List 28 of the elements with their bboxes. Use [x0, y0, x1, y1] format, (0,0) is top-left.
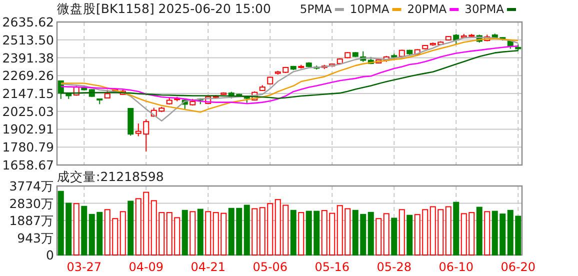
- x-tick-label: 06-10: [438, 260, 474, 274]
- legend-label: 30PMA: [464, 2, 504, 16]
- x-tick-label: 05-16: [314, 260, 350, 274]
- y-tick-label: 2830万: [9, 196, 54, 211]
- y-tick-label: 2513.50: [2, 32, 54, 48]
- y-tick-label: 2025.03: [2, 104, 54, 119]
- x-tick-label: 04-09: [128, 260, 164, 274]
- y-tick-label: 1658.67: [2, 158, 54, 172]
- y-tick-label: 2269.26: [2, 68, 54, 84]
- chart-title: 微盘股[BK1158] 2025-06-20 15:00: [57, 1, 271, 16]
- legend-label: 10PMA: [350, 2, 390, 16]
- y-tick-label: 3774万: [9, 178, 54, 194]
- y-tick-label: 2635.62: [2, 14, 54, 30]
- y-tick-label: 1887万: [9, 213, 54, 228]
- y-tick-label: 1902.91: [2, 122, 54, 137]
- chart-title: 成交量:21218598: [57, 169, 164, 184]
- y-tick-label: 1780.79: [2, 140, 54, 155]
- y-tick-label: 943万: [17, 230, 54, 246]
- x-tick-label: 05-06: [252, 260, 288, 274]
- x-tick-label: 06-20: [500, 260, 536, 274]
- x-tick-label: 05-28: [376, 260, 412, 274]
- x-tick-label: 03-27: [66, 260, 102, 274]
- legend-label: 20PMA: [407, 2, 447, 16]
- legend-label: 5PMA: [300, 2, 332, 16]
- x-tick-label: 04-21: [190, 260, 226, 274]
- y-tick-label: 0: [46, 248, 54, 262]
- y-tick-label: 2147.15: [2, 86, 54, 101]
- y-tick-label: 2391.38: [2, 50, 54, 66]
